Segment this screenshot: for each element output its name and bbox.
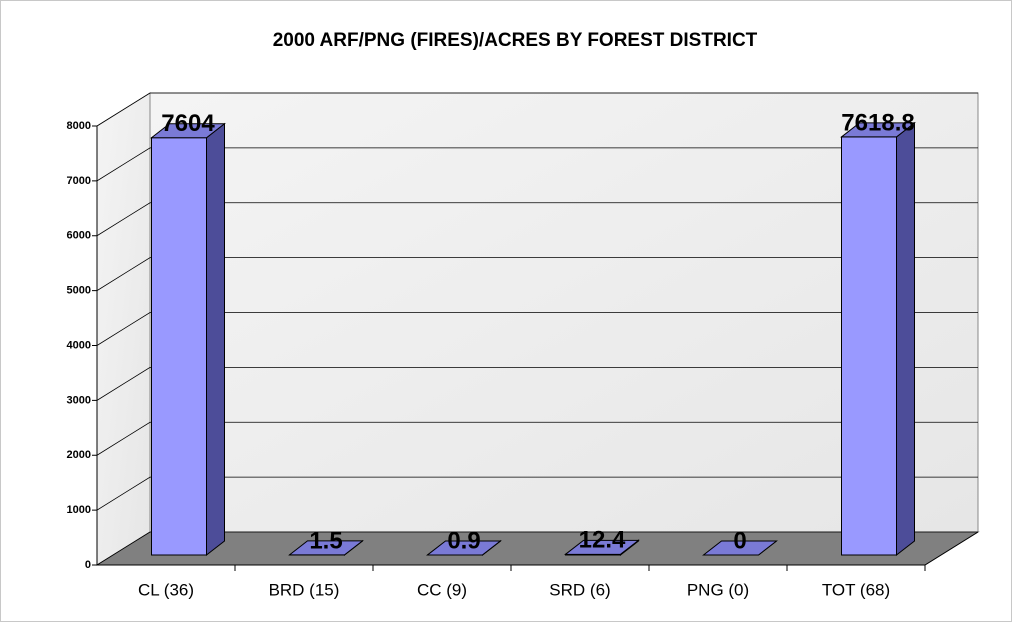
x-tick-label: TOT (68) bbox=[822, 580, 890, 599]
grid-line bbox=[96, 531, 978, 566]
data-label: 0.9 bbox=[447, 527, 480, 554]
x-tick-label: CL (36) bbox=[138, 580, 194, 599]
bar-side bbox=[206, 122, 225, 557]
y-tick-label: 5000 bbox=[67, 285, 91, 297]
chart-title: 2000 ARF/PNG (FIRES)/ACRES BY FOREST DIS… bbox=[273, 30, 758, 51]
bar-top bbox=[150, 123, 226, 139]
grid-line bbox=[96, 257, 978, 291]
y-tick-label: 7000 bbox=[67, 175, 91, 187]
data-label: 7604 bbox=[161, 110, 215, 137]
y-tick-label: 0 bbox=[85, 559, 91, 571]
y-tick-label: 6000 bbox=[67, 230, 91, 242]
floor-edge bbox=[924, 531, 979, 566]
bar-top bbox=[564, 539, 640, 555]
grid-line bbox=[96, 366, 978, 401]
grid-line bbox=[96, 147, 978, 182]
x-tick-label: CC (9) bbox=[417, 580, 467, 599]
bar-side bbox=[896, 121, 915, 557]
data-label: 0 bbox=[733, 527, 746, 554]
bar-top bbox=[288, 540, 364, 556]
y-tick-label: 3000 bbox=[67, 394, 91, 406]
x-tick-label: BRD (15) bbox=[269, 580, 340, 599]
grid-line bbox=[96, 476, 978, 511]
data-label: 12.4 bbox=[579, 527, 626, 554]
x-tick-label: PNG (0) bbox=[687, 580, 749, 599]
x-tick-label: SRD (6) bbox=[549, 580, 610, 599]
grid-line bbox=[96, 202, 978, 237]
data-label: 7618.8 bbox=[841, 109, 914, 136]
bar bbox=[841, 136, 897, 556]
y-tick-label: 4000 bbox=[67, 339, 91, 351]
y-tick-label: 1000 bbox=[67, 504, 91, 516]
bar-top bbox=[426, 540, 502, 556]
bar-top bbox=[702, 540, 778, 556]
bar bbox=[151, 137, 207, 556]
grid-line bbox=[96, 421, 978, 456]
bar-top bbox=[840, 122, 916, 138]
grid-line bbox=[96, 312, 978, 346]
y-tick-label: 8000 bbox=[67, 120, 91, 132]
y-tick-label: 2000 bbox=[67, 449, 91, 461]
grid-line bbox=[96, 92, 978, 127]
data-label: 1.5 bbox=[309, 527, 342, 554]
